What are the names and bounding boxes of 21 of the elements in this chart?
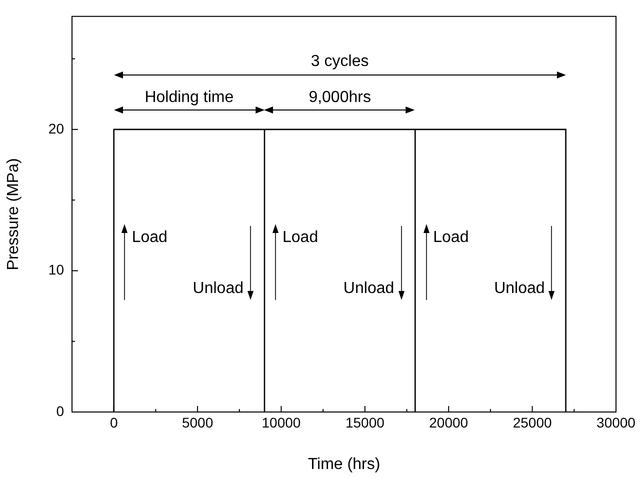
annotation: Load bbox=[132, 228, 168, 246]
annotation: Unload bbox=[494, 280, 545, 297]
annotation: Holding time bbox=[144, 88, 234, 106]
y-tick-label: 20 bbox=[48, 120, 64, 136]
x-tick-label: 15000 bbox=[345, 414, 385, 430]
x-tick-label: 0 bbox=[110, 414, 118, 430]
x-axis-title: Time (hrs) bbox=[308, 456, 380, 473]
x-tick-label: 25000 bbox=[512, 414, 552, 430]
x-tick-label: 10000 bbox=[262, 414, 301, 430]
x-tick-label: 5000 bbox=[182, 414, 214, 430]
y-tick-label: 0 bbox=[56, 402, 64, 419]
y-axis-title: Pressure (MPa) bbox=[5, 158, 22, 270]
annotation: Unload bbox=[192, 280, 244, 297]
annotation: Load bbox=[282, 228, 318, 246]
annotation: 9,000hrs bbox=[308, 88, 371, 106]
annotation: Unload bbox=[343, 280, 394, 297]
annotation: Load bbox=[433, 228, 469, 246]
annotation: 3 cycles bbox=[310, 52, 369, 70]
x-tick-label: 20000 bbox=[429, 414, 468, 430]
x-tick-label: 30000 bbox=[596, 414, 636, 430]
y-tick-label: 10 bbox=[48, 262, 64, 278]
